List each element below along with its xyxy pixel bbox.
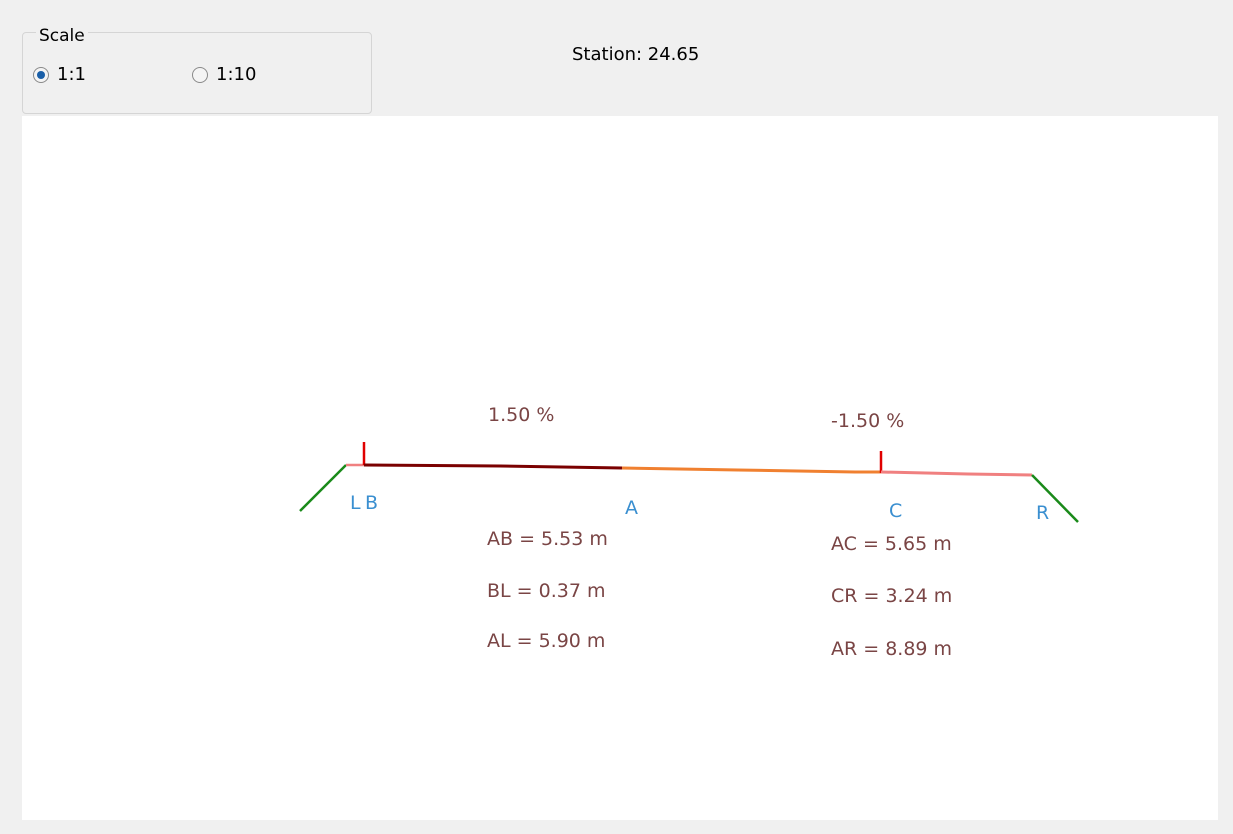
- point-label: A: [625, 497, 638, 519]
- point-label: B: [365, 492, 378, 514]
- station-label: Station: 24.65: [572, 44, 700, 65]
- scale-group: [22, 32, 372, 114]
- slope-line: [1031, 474, 1079, 523]
- radio-option[interactable]: 1:1: [33, 64, 86, 85]
- radio-option[interactable]: 1:10: [192, 64, 256, 85]
- slope-label: -1.50 %: [831, 410, 904, 432]
- slope-line: [299, 464, 347, 512]
- lane-line: [621, 466, 881, 474]
- measurement: AL = 5.90 m: [487, 630, 605, 652]
- measurement: AC = 5.65 m: [831, 533, 952, 555]
- measurement: CR = 3.24 m: [831, 585, 952, 607]
- measurement: AB = 5.53 m: [487, 528, 608, 550]
- point-label: R: [1036, 502, 1049, 524]
- measurement: BL = 0.37 m: [487, 580, 605, 602]
- radio-label[interactable]: 1:1: [57, 64, 86, 85]
- section-lines: [299, 442, 1079, 523]
- measurement: AR = 8.89 m: [831, 638, 952, 660]
- lane-line: [363, 463, 623, 470]
- radio-button[interactable]: [192, 66, 208, 83]
- group-title: Scale: [36, 26, 88, 46]
- slope-label: 1.50 %: [488, 404, 554, 426]
- point-label: C: [889, 500, 902, 522]
- shoulder-line: [880, 470, 1033, 477]
- radio-label[interactable]: 1:10: [216, 64, 257, 85]
- radio-button[interactable]: [33, 66, 49, 83]
- point-label: L: [350, 492, 361, 514]
